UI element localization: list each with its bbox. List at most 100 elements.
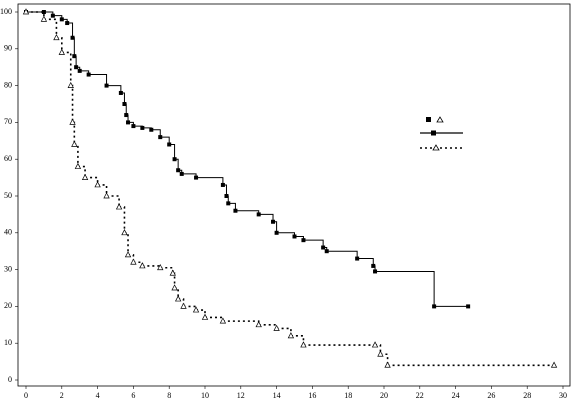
step-segment bbox=[142, 265, 162, 268]
point bbox=[271, 219, 276, 224]
step-segment bbox=[43, 18, 58, 38]
step-segment bbox=[357, 258, 374, 266]
point bbox=[124, 113, 129, 118]
y-tick-label: 20 bbox=[4, 301, 12, 310]
y-tick-label: 50 bbox=[4, 191, 12, 200]
point bbox=[219, 317, 227, 324]
x-tick-label: 16 bbox=[308, 391, 316, 400]
point bbox=[70, 35, 75, 40]
point bbox=[65, 21, 70, 26]
point bbox=[172, 157, 177, 162]
x-tick-label: 18 bbox=[344, 391, 352, 400]
point bbox=[174, 295, 182, 302]
step-segment bbox=[222, 320, 260, 325]
point bbox=[180, 302, 187, 309]
point bbox=[69, 118, 76, 125]
point bbox=[274, 230, 279, 235]
legend-triangle bbox=[436, 116, 444, 123]
legend-square bbox=[431, 130, 436, 136]
y-tick-label: 100 bbox=[0, 7, 12, 16]
point bbox=[104, 83, 109, 88]
point bbox=[169, 269, 176, 276]
point bbox=[287, 332, 295, 339]
step-segment bbox=[276, 232, 295, 237]
point bbox=[233, 208, 238, 213]
point bbox=[377, 350, 384, 357]
step-segment bbox=[70, 84, 74, 123]
step-segment bbox=[235, 210, 260, 215]
point bbox=[192, 306, 200, 313]
point bbox=[40, 15, 48, 22]
step-segment bbox=[228, 202, 236, 211]
legend-square bbox=[426, 117, 431, 122]
point bbox=[371, 263, 376, 268]
point bbox=[81, 173, 89, 180]
step-segment bbox=[88, 74, 108, 86]
point bbox=[550, 361, 558, 368]
point bbox=[58, 48, 65, 55]
y-tick-label: 80 bbox=[4, 80, 12, 89]
step-segment bbox=[106, 85, 122, 93]
point bbox=[131, 124, 136, 129]
point bbox=[194, 175, 199, 180]
step-segment bbox=[26, 11, 45, 20]
x-tick-label: 28 bbox=[523, 391, 531, 400]
point bbox=[71, 140, 78, 147]
y-tick-label: 90 bbox=[4, 44, 12, 53]
y-tick-label: 0 bbox=[8, 375, 12, 384]
point bbox=[126, 120, 131, 125]
point bbox=[324, 249, 329, 254]
x-tick-label: 6 bbox=[131, 391, 135, 400]
point bbox=[74, 162, 82, 169]
point bbox=[130, 258, 137, 265]
x-tick-label: 24 bbox=[452, 391, 460, 400]
legend bbox=[420, 116, 463, 151]
point bbox=[201, 313, 209, 320]
point bbox=[167, 142, 172, 147]
point bbox=[355, 256, 360, 261]
x-tick-label: 12 bbox=[237, 391, 245, 400]
point bbox=[124, 251, 132, 258]
step-segment bbox=[74, 143, 79, 167]
point bbox=[103, 192, 110, 199]
point bbox=[179, 171, 184, 176]
point bbox=[139, 262, 146, 269]
step-segment bbox=[72, 37, 75, 57]
step-segment bbox=[375, 270, 435, 307]
step-segment bbox=[160, 136, 170, 145]
step-segment bbox=[119, 206, 126, 233]
y-tick-label: 30 bbox=[4, 264, 12, 273]
point bbox=[77, 68, 82, 73]
x-tick-label: 0 bbox=[24, 391, 28, 400]
point bbox=[220, 182, 225, 187]
point bbox=[373, 269, 378, 274]
plot-frame bbox=[17, 3, 571, 387]
x-tick-label: 14 bbox=[273, 391, 281, 400]
x-tick-label: 2 bbox=[60, 391, 64, 400]
point bbox=[86, 72, 91, 77]
x-tick-label: 10 bbox=[201, 391, 209, 400]
step-segment bbox=[72, 121, 76, 145]
x-tick-label: 26 bbox=[487, 391, 495, 400]
step-segment bbox=[61, 51, 72, 86]
point bbox=[59, 17, 64, 22]
x-tick-label: 4 bbox=[96, 391, 100, 400]
x-tick-label: 30 bbox=[559, 391, 567, 400]
point bbox=[321, 245, 326, 250]
legend-triangle bbox=[432, 144, 440, 151]
point bbox=[255, 321, 262, 328]
point bbox=[292, 234, 297, 239]
point bbox=[432, 304, 437, 309]
point bbox=[50, 13, 55, 18]
point bbox=[115, 203, 123, 210]
point bbox=[384, 361, 391, 368]
point bbox=[22, 8, 30, 15]
step-segment bbox=[151, 129, 161, 138]
point bbox=[121, 229, 128, 236]
step-segment bbox=[326, 250, 358, 259]
point bbox=[41, 10, 46, 14]
point bbox=[176, 168, 181, 173]
step-segment bbox=[169, 143, 176, 160]
point bbox=[53, 34, 60, 41]
